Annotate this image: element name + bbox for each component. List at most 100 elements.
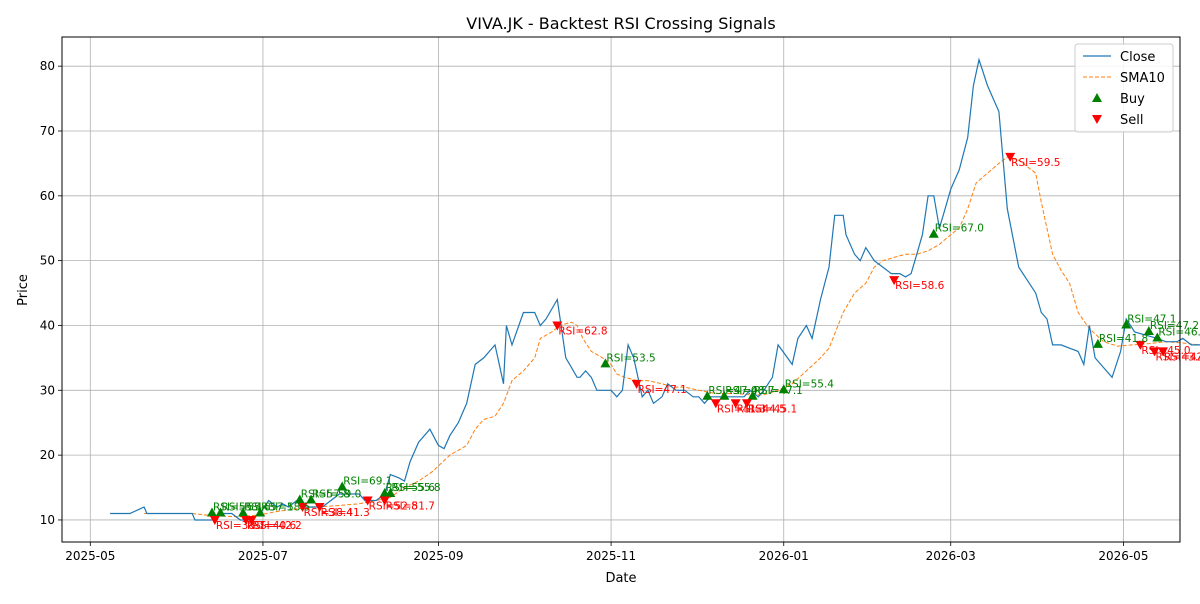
sell-signal-label: RSI=62.8 xyxy=(558,325,607,337)
sell-signal-marker xyxy=(1005,152,1016,162)
y-tick-label: 60 xyxy=(40,189,55,203)
buy-signal-label: RSI=57.8 xyxy=(301,489,350,501)
sell-signal-label: RSI=38.7 xyxy=(216,520,265,532)
buy-signal-label: RSI=55.4 xyxy=(785,378,835,390)
sell-signal-marker xyxy=(246,515,257,525)
sell-signal-marker xyxy=(362,496,373,506)
x-tick-label: 2025-07 xyxy=(238,549,288,563)
legend-buy-label: Buy xyxy=(1120,92,1145,107)
buy-signal-marker xyxy=(255,507,266,517)
sell-signal-marker xyxy=(552,321,563,331)
y-axis-label: Price xyxy=(16,274,31,306)
sma10-line xyxy=(144,156,1200,518)
sell-signal-marker xyxy=(1158,347,1169,357)
buy-signal-marker xyxy=(778,384,789,394)
buy-signal-marker xyxy=(1092,338,1103,348)
sell-signal-marker xyxy=(379,496,390,506)
buy-signal-marker xyxy=(1121,319,1132,329)
legend-close-label: Close xyxy=(1120,50,1155,65)
buy-signal-label: RSI=55.6 xyxy=(222,501,272,513)
x-tick-label: 2026-05 xyxy=(1098,549,1148,563)
sell-signal-label: RSI=59.5 xyxy=(1011,157,1060,169)
buy-signal-label: RSI=57.1 xyxy=(244,501,293,513)
buy-signal-marker xyxy=(306,494,317,504)
sell-signal-label: RSI=42.6 xyxy=(1164,351,1200,363)
y-tick-label: 40 xyxy=(40,318,55,332)
plot-frame xyxy=(61,36,1181,543)
sell-signal-label: RSI=38.4 xyxy=(304,507,354,519)
buy-signal-label: RSI=55.4 xyxy=(213,501,263,513)
signal-markers xyxy=(207,152,1169,525)
chart-title: VIVA.JK - Backtest RSI Crossing Signals xyxy=(466,14,775,33)
legend: Close SMA10 Buy Sell xyxy=(1074,43,1174,133)
buy-signal-marker xyxy=(385,488,396,498)
buy-signal-label: RSI=47.0 xyxy=(708,385,757,397)
legend-buy-marker xyxy=(1092,93,1102,102)
sell-signal-label: RSI=58.6 xyxy=(895,280,945,292)
signal-labels: RSI=55.4RSI=55.6RSI=57.1RSI=58.5RSI=57.8… xyxy=(213,157,1200,532)
y-tick-label: 80 xyxy=(40,59,55,73)
buy-signal-marker xyxy=(238,507,249,517)
sell-signal-marker xyxy=(314,502,325,512)
x-tick-label: 2025-11 xyxy=(586,549,636,563)
legend-sma10-label: SMA10 xyxy=(1120,71,1165,86)
buy-signal-label: RSI=48.7 xyxy=(725,385,774,397)
buy-signal-marker xyxy=(928,228,939,238)
sell-signal-marker xyxy=(710,399,721,409)
sell-signal-label: RSI=51.7 xyxy=(386,501,435,513)
y-tick-label: 50 xyxy=(40,254,55,268)
close-series xyxy=(110,57,1200,521)
buy-signal-marker xyxy=(600,358,611,368)
sell-signal-marker xyxy=(297,502,308,512)
axes: 2025-05 2025-07 2025-09 2025-11 2026-01 2026-… xyxy=(40,59,1149,563)
buy-signal-marker xyxy=(215,507,226,517)
x-tick-label: 2025-05 xyxy=(65,549,115,563)
sell-signal-marker xyxy=(730,399,741,409)
x-tick-label: 2026-03 xyxy=(926,549,976,563)
sell-signal-marker xyxy=(1135,340,1146,350)
sell-signal-marker xyxy=(889,276,900,286)
close-line xyxy=(110,57,1200,521)
buy-signal-marker xyxy=(702,390,713,400)
x-tick-label: 2025-09 xyxy=(413,549,463,563)
x-axis-label: Date xyxy=(605,571,636,586)
buy-signal-marker xyxy=(294,494,305,504)
buy-signal-label: RSI=55.6 xyxy=(386,482,436,494)
buy-signal-label: RSI=47.1 xyxy=(1127,313,1176,325)
buy-signal-label: RSI=58.5 xyxy=(261,501,310,513)
grid xyxy=(62,37,1180,542)
buy-signal-label: RSI=46.6 xyxy=(1158,326,1200,338)
sell-signal-label: RSI=41.3 xyxy=(321,507,370,519)
buy-signal-label: RSI=41.8 xyxy=(1099,333,1148,345)
buy-signal-marker xyxy=(207,507,218,517)
sell-signal-label: RSI=40.6 xyxy=(247,520,297,532)
buy-signal-marker xyxy=(337,481,348,491)
buy-signal-label: RSI=47.2 xyxy=(1150,320,1199,332)
sell-signal-marker xyxy=(209,515,220,525)
sell-signal-label: RSI=45.1 xyxy=(748,403,797,415)
buy-signal-marker xyxy=(1143,325,1154,335)
buy-signal-marker xyxy=(1152,332,1163,342)
buy-signal-label: RSI=55.8 xyxy=(391,482,440,494)
sell-signal-label: RSI=42.2 xyxy=(253,520,302,532)
y-tick-label: 10 xyxy=(40,513,55,527)
y-tick-label: 20 xyxy=(40,448,55,462)
buy-signal-label: RSI=69.1 xyxy=(343,476,392,488)
sell-signal-label: RSI=45.0 xyxy=(1141,345,1190,357)
legend-sell-marker xyxy=(1092,115,1102,124)
y-tick-label: 30 xyxy=(40,383,55,397)
legend-sell-label: Sell xyxy=(1120,113,1143,128)
sell-signal-label: RSI=47.1 xyxy=(638,384,687,396)
sma10-series xyxy=(144,156,1200,518)
sell-signal-label: RSI=41.3 xyxy=(717,403,766,415)
sell-signal-label: RSI=44.5 xyxy=(737,403,786,415)
sell-signal-marker xyxy=(1149,347,1160,357)
buy-signal-label: RSI=67.0 xyxy=(935,223,984,235)
y-tick-label: 70 xyxy=(40,124,55,138)
sell-signal-marker xyxy=(741,399,752,409)
legend-box xyxy=(1074,43,1174,133)
buy-signal-label: RSI=47.1 xyxy=(754,385,803,397)
x-tick-label: 2026-01 xyxy=(759,549,809,563)
